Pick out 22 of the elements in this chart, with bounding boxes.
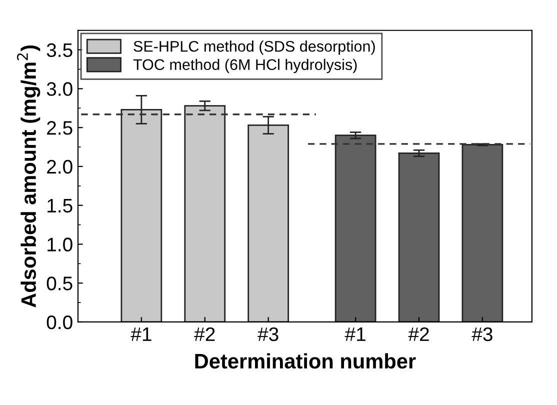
x-axis-title: Determination number (195, 353, 416, 369)
y-tick-label: 0.5 (46, 276, 72, 290)
x-tick-label: #3 (258, 327, 278, 342)
bar (334, 134, 376, 322)
x-tick-label: #1 (130, 328, 152, 341)
x-tick-label: #2 (194, 327, 215, 341)
bar (184, 105, 226, 322)
y-tick-label: 0.0 (46, 315, 72, 330)
y-tick-label: 1.0 (48, 238, 72, 252)
y-axis-title: Adsorbed amount (mg/m$^{2}$) (16, 45, 40, 308)
y-tick-label: 2.0 (47, 160, 72, 174)
x-tick-label: #2 (408, 327, 429, 341)
x-tick-label: #1 (344, 328, 366, 341)
bar (462, 144, 504, 322)
bar (398, 152, 440, 322)
y-tick-label: 3.5 (46, 43, 72, 58)
legend-label: SE-HPLC method (SDS desorption) (134, 40, 375, 55)
y-tick-label: 1.5 (48, 199, 72, 213)
x-tick-label: #3 (472, 327, 492, 342)
y-tick-label: 2.5 (47, 121, 72, 135)
legend-label: TOC method (6M HCl hydrolysis) (133, 58, 357, 74)
y-tick-label: 3.0 (46, 82, 72, 96)
